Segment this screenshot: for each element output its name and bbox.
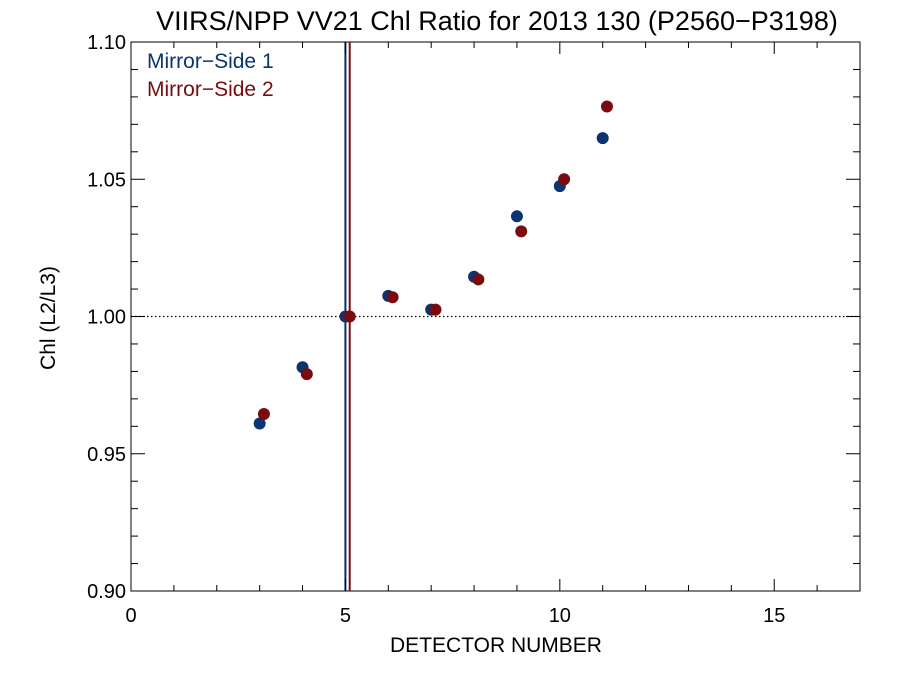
data-point-mirror-side-1 <box>253 417 266 430</box>
x-axis-label: DETECTOR NUMBER <box>390 634 602 657</box>
legend: Mirror−Side 1 Mirror−Side 2 <box>147 50 274 101</box>
data-point-mirror-side-2 <box>558 173 571 186</box>
x-tick-label: 0 <box>125 605 136 627</box>
y-axis-label: Chl (L2/L3) <box>37 266 60 370</box>
y-axis-ticks: 0.90 0.95 1.00 1.05 1.10 <box>87 32 860 603</box>
data-point-mirror-side-1 <box>510 210 523 223</box>
y-tick-label: 1.05 <box>87 169 126 191</box>
x-axis-ticks: 0 5 10 15 <box>125 42 818 627</box>
data-point-mirror-side-2 <box>472 273 485 286</box>
x-tick-label: 5 <box>340 605 351 627</box>
chart-title: VIIRS/NPP VV21 Chl Ratio for 2013 130 (P… <box>156 6 838 36</box>
data-point-mirror-side-2 <box>600 100 613 113</box>
data-point-mirror-side-2 <box>343 310 356 323</box>
y-tick-label: 0.95 <box>87 444 126 466</box>
x-tick-label: 15 <box>763 605 785 627</box>
data-point-mirror-side-2 <box>257 407 270 420</box>
y-tick-label: 0.90 <box>87 581 126 603</box>
data-point-mirror-side-2 <box>429 303 442 316</box>
legend-mirror-side-2: Mirror−Side 2 <box>147 78 274 101</box>
y-tick-label: 1.00 <box>87 307 126 329</box>
data-point-mirror-side-2 <box>386 291 399 304</box>
data-point-mirror-side-2 <box>300 368 313 381</box>
data-points <box>253 100 613 430</box>
x-tick-label: 10 <box>549 605 571 627</box>
y-tick-label: 1.10 <box>87 32 126 54</box>
data-point-mirror-side-2 <box>515 225 528 238</box>
reference-lines <box>131 42 860 591</box>
legend-mirror-side-1: Mirror−Side 1 <box>147 50 274 73</box>
data-point-mirror-side-1 <box>596 132 609 145</box>
